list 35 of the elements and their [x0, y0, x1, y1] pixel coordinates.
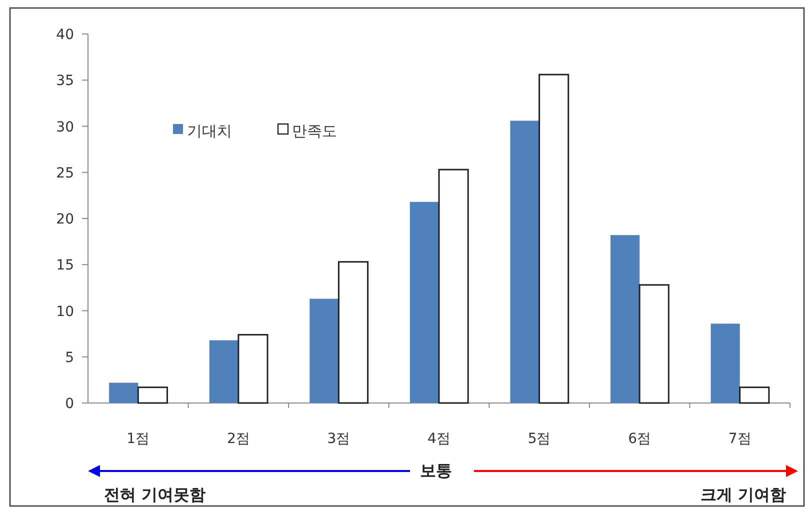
bar	[137, 386, 168, 404]
bar	[538, 74, 570, 404]
bar	[610, 235, 640, 403]
bar	[410, 202, 439, 403]
x-tick-label: 1점	[126, 431, 150, 447]
bar	[739, 386, 770, 404]
legend-label: 기대치	[187, 122, 232, 140]
y-tick-label: 20	[56, 212, 74, 228]
y-tick-label: 25	[56, 165, 74, 182]
bar	[209, 340, 238, 403]
bar	[338, 261, 369, 404]
legend-label: 만족도	[292, 122, 337, 140]
y-tick-label: 35	[56, 73, 74, 90]
x-tick-label: 6점	[628, 431, 652, 447]
bar	[638, 284, 670, 404]
y-tick-label: 10	[56, 304, 74, 320]
x-tick-label: 3점	[327, 431, 350, 447]
x-tick-label: 2점	[226, 431, 250, 447]
bar	[438, 168, 469, 404]
bar	[238, 334, 268, 404]
y-tick-label: 15	[56, 258, 74, 274]
bar	[710, 324, 740, 403]
bar	[310, 298, 339, 403]
text: 전혀 기여못함	[104, 485, 206, 504]
text: 보통	[420, 461, 452, 480]
y-tick-label: 5	[65, 350, 74, 366]
x-tick-label: 7점	[728, 431, 752, 447]
y-tick-label: 0	[65, 396, 74, 412]
bar	[510, 120, 540, 403]
text: 크게 기여함	[700, 485, 786, 504]
y-tick-label: 30	[56, 119, 74, 136]
y-tick-label: 40	[56, 27, 74, 43]
x-tick-label: 5점	[528, 431, 551, 447]
x-tick-label: 4점	[428, 431, 450, 447]
bar	[109, 382, 138, 403]
